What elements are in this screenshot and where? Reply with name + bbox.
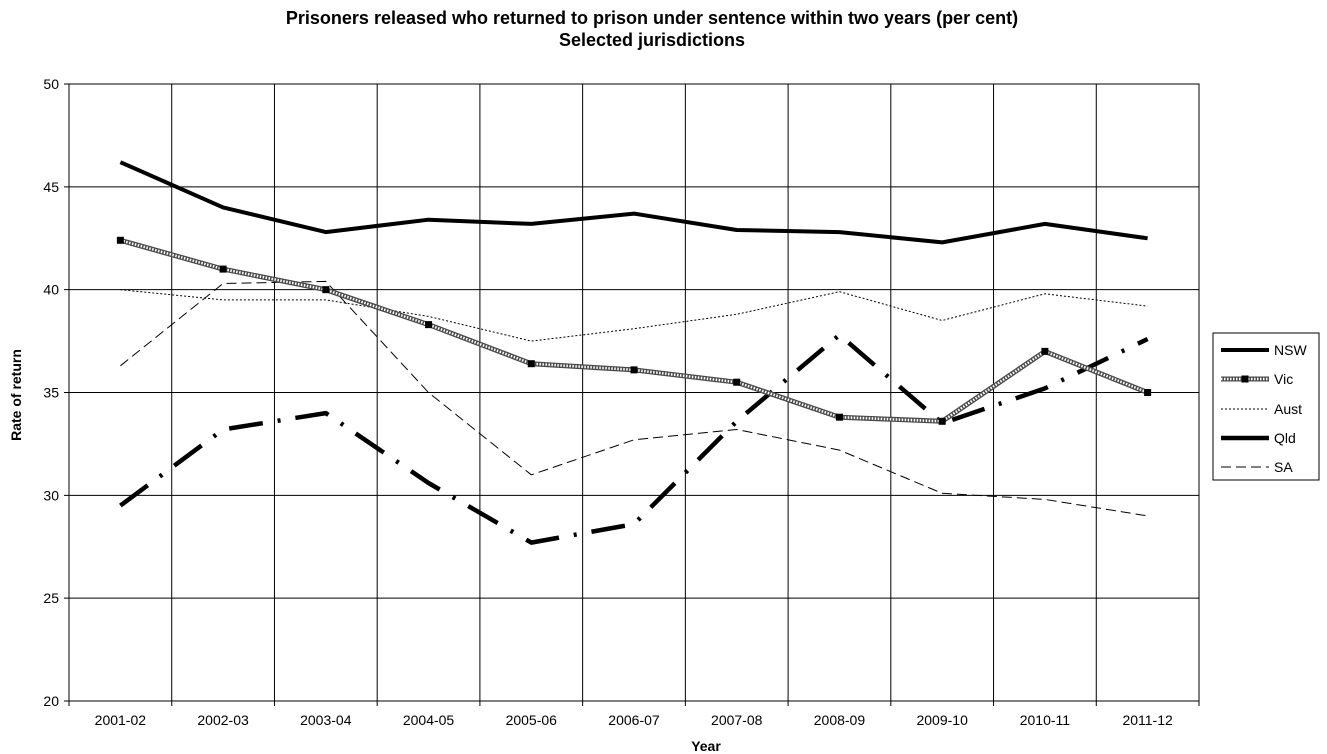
legend-label-nsw: NSW [1274,342,1307,358]
series-layer [116,160,1152,545]
y-tick-label: 50 [43,76,59,92]
legend-item-nsw: NSW [1221,342,1307,358]
legend-marker-vic [1241,375,1249,383]
legend-item-sa: SA [1221,459,1293,475]
y-axis-title: Rate of return [8,349,24,441]
legend-label-aust: Aust [1274,401,1302,417]
data-point-vic [116,236,124,244]
series-line-nsw [119,160,1148,245]
x-tick-label: 2002-03 [197,712,249,728]
legend-box [1212,332,1320,481]
legend: NSW Vic Aust Qld SA [1212,332,1320,481]
data-point-vic [835,413,843,421]
x-tick-label: 2003-04 [300,712,352,728]
y-tick-label: 30 [43,487,59,503]
x-tick-label: 2009-10 [916,712,968,728]
x-tick-label: 2004-05 [403,712,455,728]
data-point-vic [938,417,946,425]
legend-label-qld: Qld [1274,430,1296,446]
x-tick-label: 2008-09 [814,712,866,728]
y-tick-label: 20 [43,693,59,709]
data-point-vic [527,360,535,368]
series-vic [116,236,1152,425]
legend-label-vic: Vic [1274,371,1293,387]
legend-item-aust: Aust [1221,401,1302,417]
x-tick-label: 2007-08 [711,712,763,728]
chart-subtitle: Selected jurisdictions [559,30,745,50]
series-nsw [119,160,1148,245]
y-tick-label: 40 [43,282,59,298]
x-tick-label: 2006-07 [608,712,660,728]
x-axis-title: Year [691,738,721,754]
legend-item-vic: Vic [1221,371,1293,387]
x-tick-label: 2005-06 [506,712,558,728]
y-tick-label: 45 [43,179,59,195]
data-point-vic [733,378,741,386]
y-tick-label: 35 [43,385,59,401]
y-tick-label: 25 [43,590,59,606]
plot-grid [64,83,1200,702]
x-axis-ticks: 2001-02 2002-03 2003-04 2004-05 2005-06 2006-… [68,701,1200,728]
data-point-vic [630,366,638,374]
data-point-vic [1144,389,1152,396]
series-line-qld [119,332,1149,545]
x-tick-label: 2010-11 [1020,712,1071,728]
chart-title: Prisoners released who returned to priso… [286,8,1018,28]
x-tick-label: 2001-02 [95,712,147,728]
x-tick-label: 2011-12 [1122,712,1173,728]
data-point-vic [219,265,227,273]
data-point-vic [425,321,433,329]
y-axis-ticks: 20 25 30 35 40 45 50 [43,76,59,709]
series-line-vic [120,239,1149,423]
data-point-vic [1041,347,1049,355]
legend-label-sa: SA [1274,459,1293,475]
data-point-vic [322,286,330,294]
legend-item-qld: Qld [1221,430,1296,446]
series-qld [119,332,1149,545]
